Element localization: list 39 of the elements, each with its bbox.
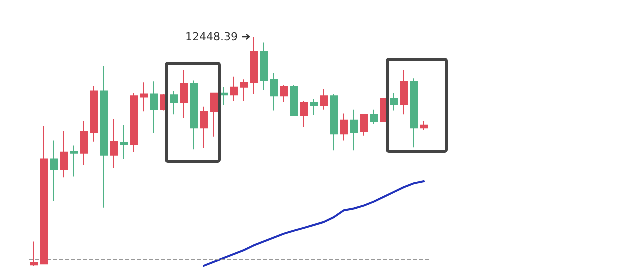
candlestick <box>130 92 138 153</box>
candlestick <box>200 106 208 150</box>
candlestick <box>60 130 68 178</box>
candlestick <box>400 69 408 116</box>
candlestick <box>120 124 128 160</box>
candlestick <box>40 126 48 265</box>
candlestick <box>290 85 298 117</box>
candlestick <box>80 121 88 166</box>
candlestick <box>300 100 308 128</box>
candlestick <box>390 92 398 112</box>
candlestick <box>210 92 218 138</box>
candlestick <box>100 66 108 208</box>
candlestick <box>180 69 188 120</box>
candlestick <box>230 76 238 102</box>
candlestick <box>90 86 98 142</box>
candlestick <box>330 94 338 152</box>
candlestick <box>50 140 58 202</box>
candlestick <box>110 118 118 168</box>
annotation: 12448.39 <box>186 30 238 44</box>
candlestick <box>150 81 158 134</box>
candlestick <box>260 42 268 91</box>
candlestick <box>190 80 198 150</box>
candlestick <box>360 114 368 136</box>
candlestick <box>240 79 248 102</box>
candlestick <box>370 109 378 125</box>
candlestick <box>320 88 328 110</box>
candlestick <box>270 72 278 112</box>
candlestick <box>280 85 288 103</box>
candlestick <box>310 98 318 116</box>
candlestick <box>70 145 78 178</box>
candlestick <box>170 90 178 116</box>
candlestick <box>340 113 348 142</box>
candlestick <box>140 82 148 112</box>
candlestick <box>350 109 358 152</box>
candlestick <box>420 121 428 131</box>
candlestick <box>220 86 228 106</box>
candlestick <box>410 78 418 148</box>
candlestick <box>250 36 258 95</box>
candlestick <box>30 241 38 266</box>
